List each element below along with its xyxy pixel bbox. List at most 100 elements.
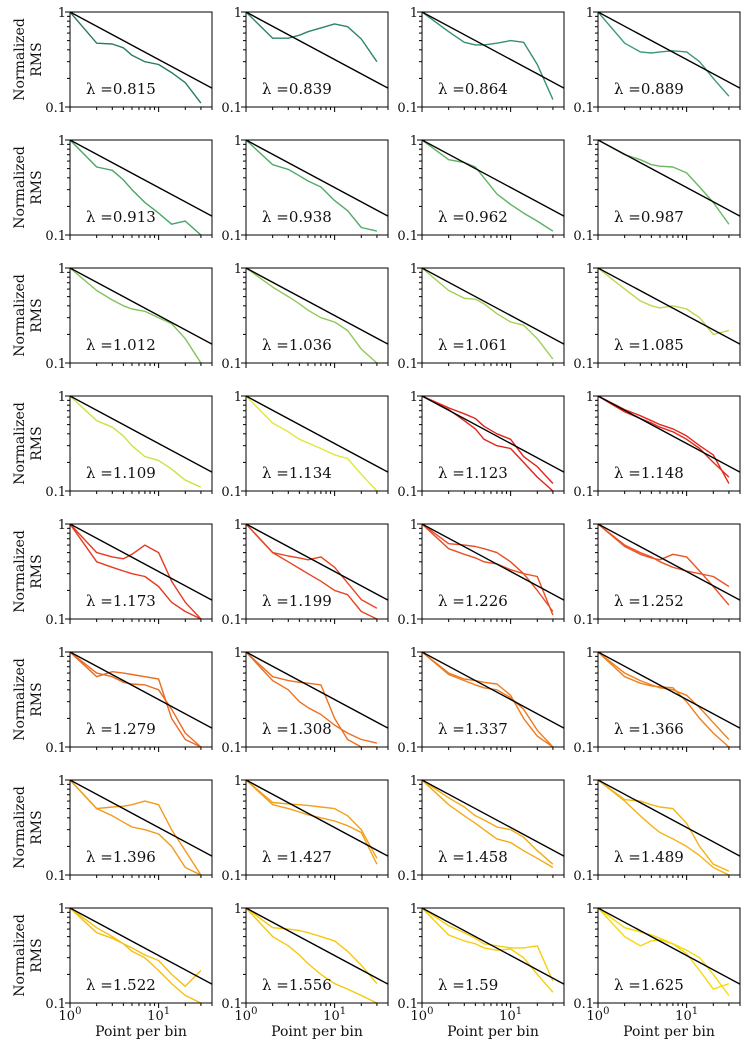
lambda-label: λ =1.427 <box>262 848 332 866</box>
y-tick-label: 0.1 <box>397 997 418 1012</box>
y-axis-label: NormalizedRMS <box>12 786 45 869</box>
panel: λ =1.308 <box>241 651 389 752</box>
lambda-label: λ =1.366 <box>614 720 684 738</box>
data-series-line <box>246 268 378 363</box>
y-tick-label: 0.1 <box>573 741 594 756</box>
axes-frame <box>245 651 389 748</box>
reference-line <box>246 524 388 601</box>
lambda-label: λ =0.962 <box>438 208 508 226</box>
y-tick-label: 0.1 <box>45 741 66 756</box>
reference-line <box>422 140 564 217</box>
y-tick-label: 0.1 <box>573 613 594 628</box>
lambda-label: λ =1.458 <box>438 848 508 866</box>
y-tick-label: 1 <box>234 262 242 277</box>
y-axis-label: NormalizedRMS <box>12 658 45 741</box>
reference-line <box>422 780 564 857</box>
data-series-line <box>246 908 378 985</box>
lambda-label: λ =1.109 <box>86 464 156 482</box>
lambda-label: λ =0.839 <box>262 80 332 98</box>
lambda-label: λ =1.123 <box>438 464 508 482</box>
panel: λ =1.396 NormalizedRMS <box>12 779 213 880</box>
y-tick-label: 1 <box>586 262 594 277</box>
y-tick-label: 0.1 <box>221 101 242 116</box>
axes-frame <box>597 907 741 1004</box>
y-tick-label: 1 <box>410 134 418 149</box>
panel: λ =0.864 <box>417 11 565 112</box>
data-series-line <box>598 396 730 484</box>
x-tick-label: 101 <box>147 1006 170 1024</box>
axes-frame <box>245 907 389 1004</box>
y-tick-label: 1 <box>586 646 594 661</box>
lambda-label: λ =1.085 <box>614 336 684 354</box>
data-series-line <box>598 780 730 872</box>
y-tick-label: 1 <box>234 134 242 149</box>
data-series-line <box>422 524 554 616</box>
data-series-line <box>246 652 377 747</box>
reference-line <box>246 268 388 345</box>
y-tick-label: 0.1 <box>221 357 242 372</box>
panel: λ =1.109 NormalizedRMS <box>12 395 213 496</box>
panel: λ =0.962 <box>417 139 565 240</box>
data-series-line <box>70 524 202 619</box>
y-tick-label: 0.1 <box>45 357 66 372</box>
data-series-line <box>246 652 378 744</box>
panel: λ =1.199 <box>241 523 389 624</box>
y-tick-label: 1 <box>586 390 594 405</box>
data-series-line <box>422 780 554 869</box>
y-tick-label: 1 <box>410 518 418 533</box>
reference-line <box>246 780 388 857</box>
x-axis-label: Point per bin <box>447 1024 539 1040</box>
y-axis-label: NormalizedRMS <box>12 18 45 101</box>
data-series-line <box>70 780 202 875</box>
axes-frame <box>597 11 741 108</box>
y-tick-label: 0.1 <box>397 485 418 500</box>
panel: λ =1.427 <box>241 779 389 880</box>
lambda-label: λ =1.489 <box>614 848 684 866</box>
y-tick-label: 1 <box>58 390 66 405</box>
data-series-line <box>70 268 202 363</box>
lambda-label: λ =1.59 <box>438 976 498 994</box>
lambda-label: λ =0.889 <box>614 80 684 98</box>
reference-line <box>422 652 564 729</box>
x-tick-label: 100 <box>59 1006 82 1024</box>
data-series-line <box>246 12 378 63</box>
y-tick-label: 0.1 <box>573 101 594 116</box>
x-axis-label: Point per bin <box>623 1024 715 1040</box>
reference-line <box>70 268 212 345</box>
y-tick-label: 1 <box>58 902 66 917</box>
y-tick-label: 1 <box>58 262 66 277</box>
y-tick-label: 1 <box>58 774 66 789</box>
lambda-label: λ =1.036 <box>262 336 332 354</box>
data-series-line <box>70 908 202 1003</box>
data-series-line <box>598 524 730 588</box>
panel: λ =1.337 <box>417 651 565 752</box>
y-tick-label: 1 <box>410 646 418 661</box>
lambda-label: λ =0.987 <box>614 208 684 226</box>
y-tick-label: 0.1 <box>221 997 242 1012</box>
lambda-label: λ =0.864 <box>438 80 508 98</box>
axes-frame <box>597 267 741 364</box>
axes-frame <box>245 395 389 492</box>
y-tick-label: 0.1 <box>45 869 66 884</box>
panel: λ =0.889 <box>593 11 741 112</box>
y-tick-label: 0.1 <box>573 357 594 372</box>
axes-frame <box>69 651 213 748</box>
y-tick-label: 0.1 <box>397 101 418 116</box>
y-tick-label: 0.1 <box>573 229 594 244</box>
y-tick-label: 0.1 <box>221 741 242 756</box>
data-series-line <box>422 140 554 232</box>
panel: λ =1.061 <box>417 267 565 368</box>
reference-line <box>70 12 212 89</box>
axes-frame <box>69 267 213 364</box>
data-series-line <box>422 12 554 100</box>
lambda-label: λ =1.252 <box>614 592 684 610</box>
reference-line <box>598 780 740 857</box>
x-tick-label: 101 <box>499 1006 522 1024</box>
data-series-line <box>598 908 730 990</box>
axes-frame <box>69 11 213 108</box>
reference-line <box>598 652 740 729</box>
axes-frame <box>597 779 741 876</box>
reference-line <box>246 140 388 217</box>
data-series-line <box>70 396 202 488</box>
panel: λ =0.815 NormalizedRMS <box>12 11 213 112</box>
